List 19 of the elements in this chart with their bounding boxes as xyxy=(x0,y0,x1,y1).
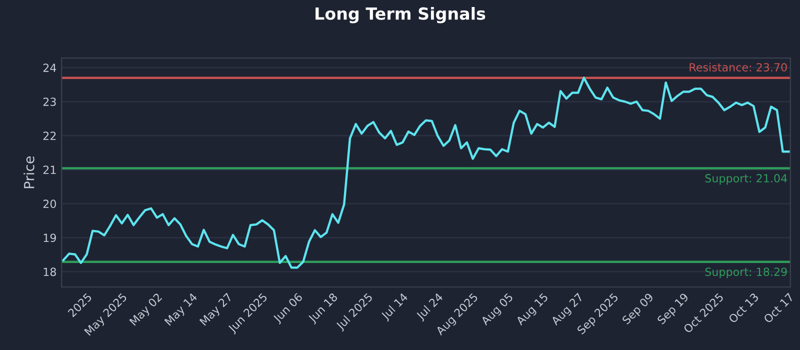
y-tick-label: 21 xyxy=(43,166,56,174)
x-tick-label: Sep 09 xyxy=(622,292,656,326)
ref-line-label: Support: 21.04 xyxy=(705,174,787,185)
y-tick-label: 19 xyxy=(44,234,56,242)
y-axis-title: Price xyxy=(24,156,34,188)
x-tick-label: Oct 13 xyxy=(728,292,759,324)
y-tick-label: 23 xyxy=(43,98,56,106)
y-tick-label: 20 xyxy=(43,200,56,208)
x-tick-label: Jun 06 xyxy=(272,292,304,325)
y-tick-label: 24 xyxy=(43,64,56,72)
line-series xyxy=(62,76,790,269)
y-tick-label: 22 xyxy=(43,132,56,140)
ref-line-label: Resistance: 23.70 xyxy=(690,62,787,72)
y-tick-label: 18 xyxy=(44,268,56,276)
chart-title: Long Term Signals xyxy=(316,7,486,24)
ref-line-label: Support: 18.29 xyxy=(705,268,787,278)
x-tick-label: Jul 24 xyxy=(415,292,445,322)
x-tick-label: Oct 17 xyxy=(763,292,794,324)
x-tick-label: Jul 14 xyxy=(380,292,410,322)
